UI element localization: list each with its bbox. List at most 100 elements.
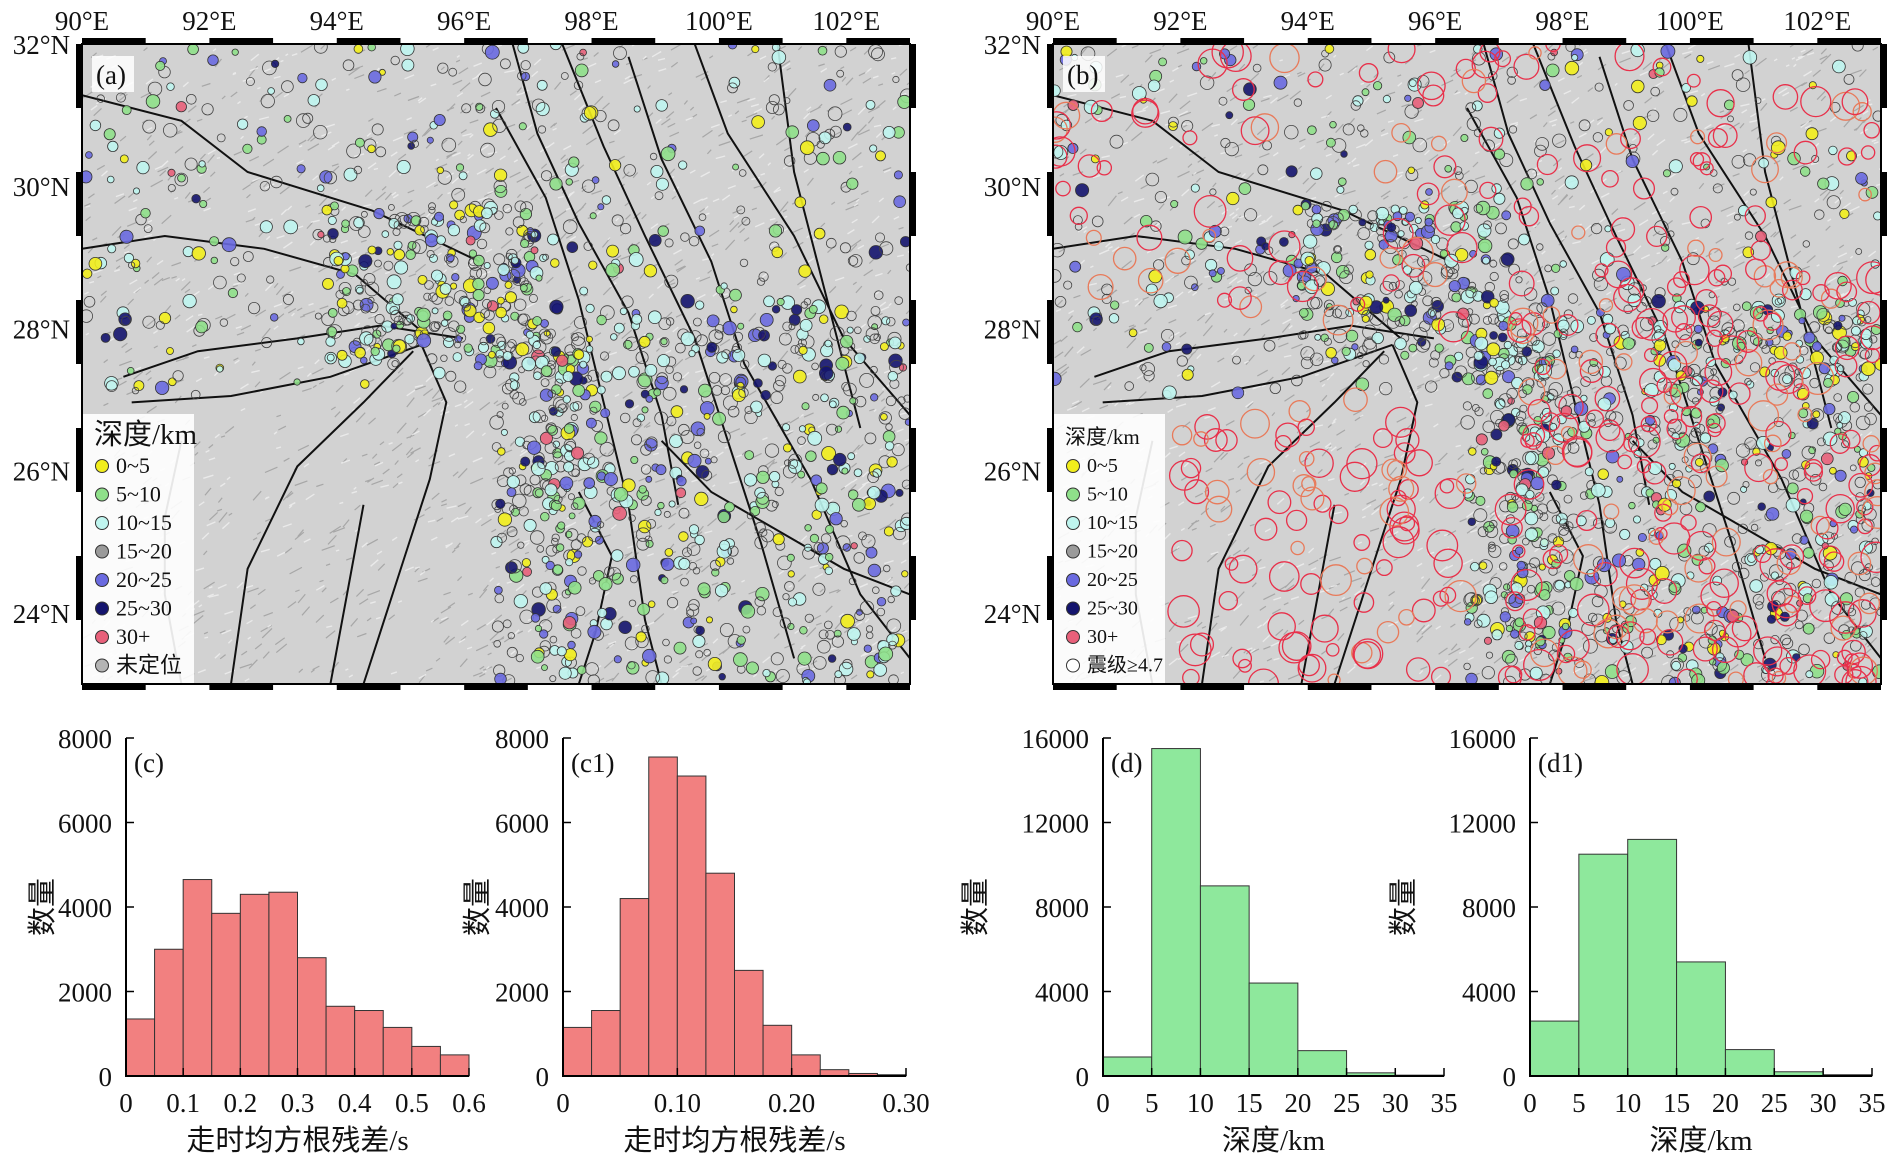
x-tick-label: 0.3 [281,1088,315,1118]
legend-swatch [95,516,109,530]
y-tick-label: 16000 [1449,724,1517,754]
x-tick-label: 0.1 [166,1088,200,1118]
bar [211,912,241,1077]
bar [562,1026,593,1077]
lon-tick-label: 96°E [437,6,491,36]
lat-tick-label: 28°N [13,314,70,344]
bar [734,969,764,1077]
lat-tick-label: 26°N [13,457,70,487]
legend-title: 深度/km [94,418,198,451]
legend-swatch [1066,601,1080,616]
map-frame-bars [1047,38,1887,690]
lon-tick-label: 98°E [1535,6,1589,36]
terrain-relief [82,44,910,684]
map-frame-bars [76,38,916,690]
lon-tick-label: 100°E [685,6,753,36]
legend-swatch [1066,487,1080,502]
lon-tick-label: 92°E [182,6,236,36]
lat-tick-label: 32°N [13,30,70,60]
y-axis-label: 数量 [959,878,992,936]
panel-label: (a) [96,60,126,90]
lon-tick-label: 90°E [55,6,109,36]
panel-label: (d1) [1538,748,1583,778]
x-tick-label: 5 [1572,1088,1586,1118]
bar [297,957,327,1077]
y-tick-label: 8000 [1462,893,1516,923]
y-tick-label: 8000 [495,724,549,754]
legend-swatch [95,459,109,473]
bar [1578,853,1629,1077]
bar [676,775,707,1077]
y-tick-label: 0 [536,1062,550,1092]
lon-tick-label: 90°E [1026,6,1080,36]
x-tick-label: 35 [1431,1088,1458,1118]
x-tick-label: 20 [1284,1088,1311,1118]
legend-label: 25~30 [1087,598,1138,620]
legend-title: 深度/km [1065,425,1140,449]
legend-swatch [1066,573,1080,587]
y-tick-label: 0 [1076,1062,1090,1092]
lon-tick-label: 102°E [812,6,880,36]
legend-label: 30+ [116,624,150,649]
lat-tick-label: 24°N [984,599,1041,629]
legend-swatch [95,573,109,587]
legend-label: 20~25 [1087,569,1138,591]
bar [762,1024,793,1077]
large-magnitude-rings [1053,44,1881,684]
legend-label: 0~5 [1087,455,1118,477]
x-tick-label: 10 [1614,1088,1641,1118]
x-axis-label: 深度/km [1222,1124,1326,1157]
bar [325,1005,356,1077]
x-tick-label: 30 [1382,1088,1409,1118]
legend-label: 10~15 [1087,512,1138,534]
x-tick-label: 0.30 [882,1088,929,1118]
x-tick-label: 0 [1523,1088,1537,1118]
depth-legend: 深度/km0~5 5~10 10~15 15~20 20~25 25~30 30+ 未定位 [82,414,198,684]
y-tick-label: 8000 [1035,893,1089,923]
y-tick-label: 2000 [58,978,112,1008]
x-axis-label: 走时均方根残差/s [186,1124,408,1157]
lat-tick-label: 32°N [984,30,1041,60]
bar [1724,1049,1775,1077]
histogram-c1: 0 2000 4000 6000 8000 0 0.10 0.20 0.30 走时均方根残差/s 数… [461,724,930,1157]
x-tick-label: 0 [119,1088,133,1118]
y-tick-label: 12000 [1449,809,1517,839]
map-panel-a: 深度/km0~5 5~10 10~15 15~20 20~25 25~30 30+ 未定位 (a… [13,6,916,690]
x-tick-label: 0 [1096,1088,1110,1118]
legend-label: 未定位 [116,653,182,678]
lat-tick-label: 30°N [984,172,1041,202]
x-tick-label: 0.6 [452,1088,486,1118]
y-tick-label: 4000 [495,893,549,923]
x-tick-label: 0.5 [395,1088,429,1118]
legend-swatch [1066,630,1080,644]
y-tick-label: 4000 [1035,978,1089,1008]
bar [182,879,213,1077]
bar [411,1045,441,1077]
legend-swatch [1066,544,1080,559]
legend-label: 15~20 [116,539,172,564]
bar [382,1026,413,1077]
legend-swatch [1066,516,1080,530]
legend-label: 10~15 [116,510,172,535]
legend-swatch [95,544,109,559]
y-tick-label: 16000 [1022,724,1090,754]
legend-label: 15~20 [1087,541,1138,563]
lon-tick-label: 96°E [1408,6,1462,36]
bar [705,872,736,1077]
bar [1199,885,1250,1077]
legend-label: 30+ [1087,626,1118,648]
histogram-d1: 0 4000 8000 12000 16000 0 5 10 15 20 25 30 35 深度/km 数量… [1387,724,1886,1157]
lon-tick-label: 98°E [564,6,618,36]
x-tick-label: 15 [1236,1088,1263,1118]
bar [1102,1056,1153,1077]
lat-tick-label: 28°N [984,314,1041,344]
bars [1102,748,1445,1077]
panel-label: (c) [134,748,164,778]
panel-label: (d) [1111,748,1142,778]
lon-tick-label: 92°E [1153,6,1207,36]
lat-tick-label: 26°N [984,457,1041,487]
bar [1151,748,1201,1077]
panel-label: (c1) [571,748,614,778]
bars [562,756,907,1077]
bars [125,879,470,1077]
